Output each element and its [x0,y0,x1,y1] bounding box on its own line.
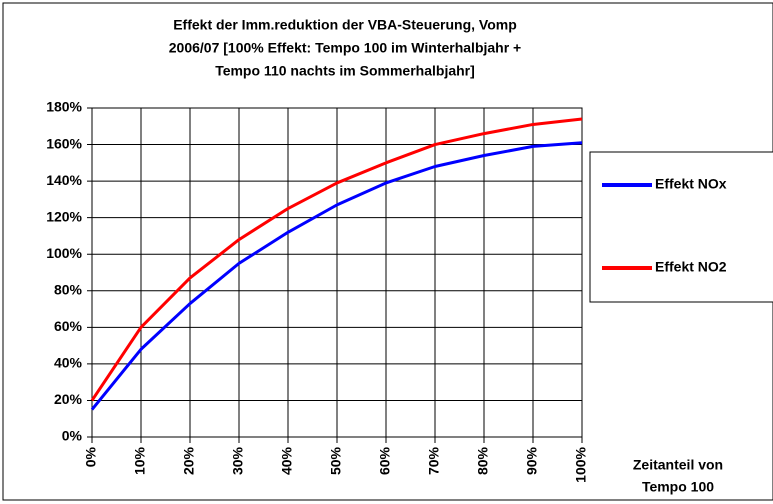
y-tick-label: 0% [62,428,83,444]
x-tick-label: 0% [83,446,99,467]
x-axis-label: Tempo 100 [642,479,714,495]
y-tick-label: 20% [54,391,83,407]
legend-label: Effekt NO2 [655,259,727,275]
y-tick-label: 80% [54,281,83,297]
x-tick-label: 90% [524,446,540,475]
x-tick-label: 70% [426,446,442,475]
legend-box [589,151,773,303]
y-tick-label: 40% [54,355,83,371]
y-tick-label: 60% [54,318,83,334]
y-tick-label: 160% [46,135,82,151]
y-tick-label: 120% [46,208,82,224]
x-tick-label: 50% [328,446,344,475]
x-tick-label: 40% [279,446,295,475]
series-line [90,141,583,411]
y-tick-label: 100% [46,245,82,261]
x-tick-label: 100% [573,446,589,482]
plot-border [91,107,583,438]
x-tick-label: 30% [230,446,246,475]
chart-title: Effekt der Imm.reduktion der VBA-Steueru… [173,17,517,33]
x-tick-label: 20% [181,446,197,475]
x-tick-label: 80% [475,446,491,475]
x-tick-label: 10% [132,446,148,475]
legend-label: Effekt NOx [655,176,727,192]
chart-title: Tempo 110 nachts im Sommerhalbjahr] [215,63,475,79]
x-tick-label: 60% [377,446,393,475]
series-line [90,117,583,402]
x-axis-label: Zeitanteil von [633,457,723,473]
chart-title: 2006/07 [100% Effekt: Tempo 100 im Winte… [169,40,521,56]
y-tick-label: 180% [46,99,82,115]
y-tick-label: 140% [46,172,82,188]
